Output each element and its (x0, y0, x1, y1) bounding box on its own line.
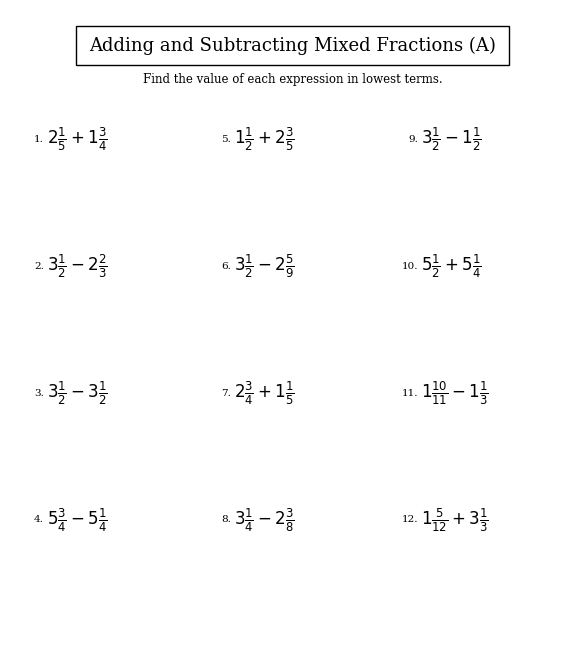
Text: 8.: 8. (221, 515, 231, 525)
Text: 10.: 10. (402, 262, 418, 271)
Text: $5\frac{1}{2}+5\frac{1}{4}$: $5\frac{1}{2}+5\frac{1}{4}$ (421, 253, 481, 280)
Text: 9.: 9. (408, 135, 418, 144)
Text: $3\frac{1}{2}-2\frac{2}{3}$: $3\frac{1}{2}-2\frac{2}{3}$ (47, 253, 107, 280)
Text: 3.: 3. (34, 389, 44, 398)
Text: $3\frac{1}{2}-2\frac{5}{9}$: $3\frac{1}{2}-2\frac{5}{9}$ (234, 253, 294, 280)
Text: Adding and Subtracting Mixed Fractions (A): Adding and Subtracting Mixed Fractions (… (89, 36, 496, 55)
FancyBboxPatch shape (76, 26, 509, 65)
Text: $3\frac{1}{2}-1\frac{1}{2}$: $3\frac{1}{2}-1\frac{1}{2}$ (421, 126, 481, 153)
Text: 7.: 7. (221, 389, 231, 398)
Text: $3\frac{1}{4}-2\frac{3}{8}$: $3\frac{1}{4}-2\frac{3}{8}$ (234, 506, 294, 534)
Text: Find the value of each expression in lowest terms.: Find the value of each expression in low… (143, 73, 442, 86)
Text: $1\frac{5}{12}+3\frac{1}{3}$: $1\frac{5}{12}+3\frac{1}{3}$ (421, 506, 489, 534)
Text: 5.: 5. (221, 135, 231, 144)
Text: 11.: 11. (402, 389, 418, 398)
Text: $5\frac{3}{4}-5\frac{1}{4}$: $5\frac{3}{4}-5\frac{1}{4}$ (47, 506, 107, 534)
Text: 12.: 12. (402, 515, 418, 525)
Text: $2\frac{1}{5}+1\frac{3}{4}$: $2\frac{1}{5}+1\frac{3}{4}$ (47, 126, 107, 153)
Text: 1.: 1. (34, 135, 44, 144)
Text: 2.: 2. (34, 262, 44, 271)
Text: $1\frac{1}{2}+2\frac{3}{5}$: $1\frac{1}{2}+2\frac{3}{5}$ (234, 126, 294, 153)
Text: $2\frac{3}{4}+1\frac{1}{5}$: $2\frac{3}{4}+1\frac{1}{5}$ (234, 380, 294, 407)
Text: 6.: 6. (221, 262, 231, 271)
Text: $3\frac{1}{2}-3\frac{1}{2}$: $3\frac{1}{2}-3\frac{1}{2}$ (47, 380, 107, 407)
Text: $1\frac{10}{11}-1\frac{1}{3}$: $1\frac{10}{11}-1\frac{1}{3}$ (421, 380, 489, 407)
Text: 4.: 4. (34, 515, 44, 525)
